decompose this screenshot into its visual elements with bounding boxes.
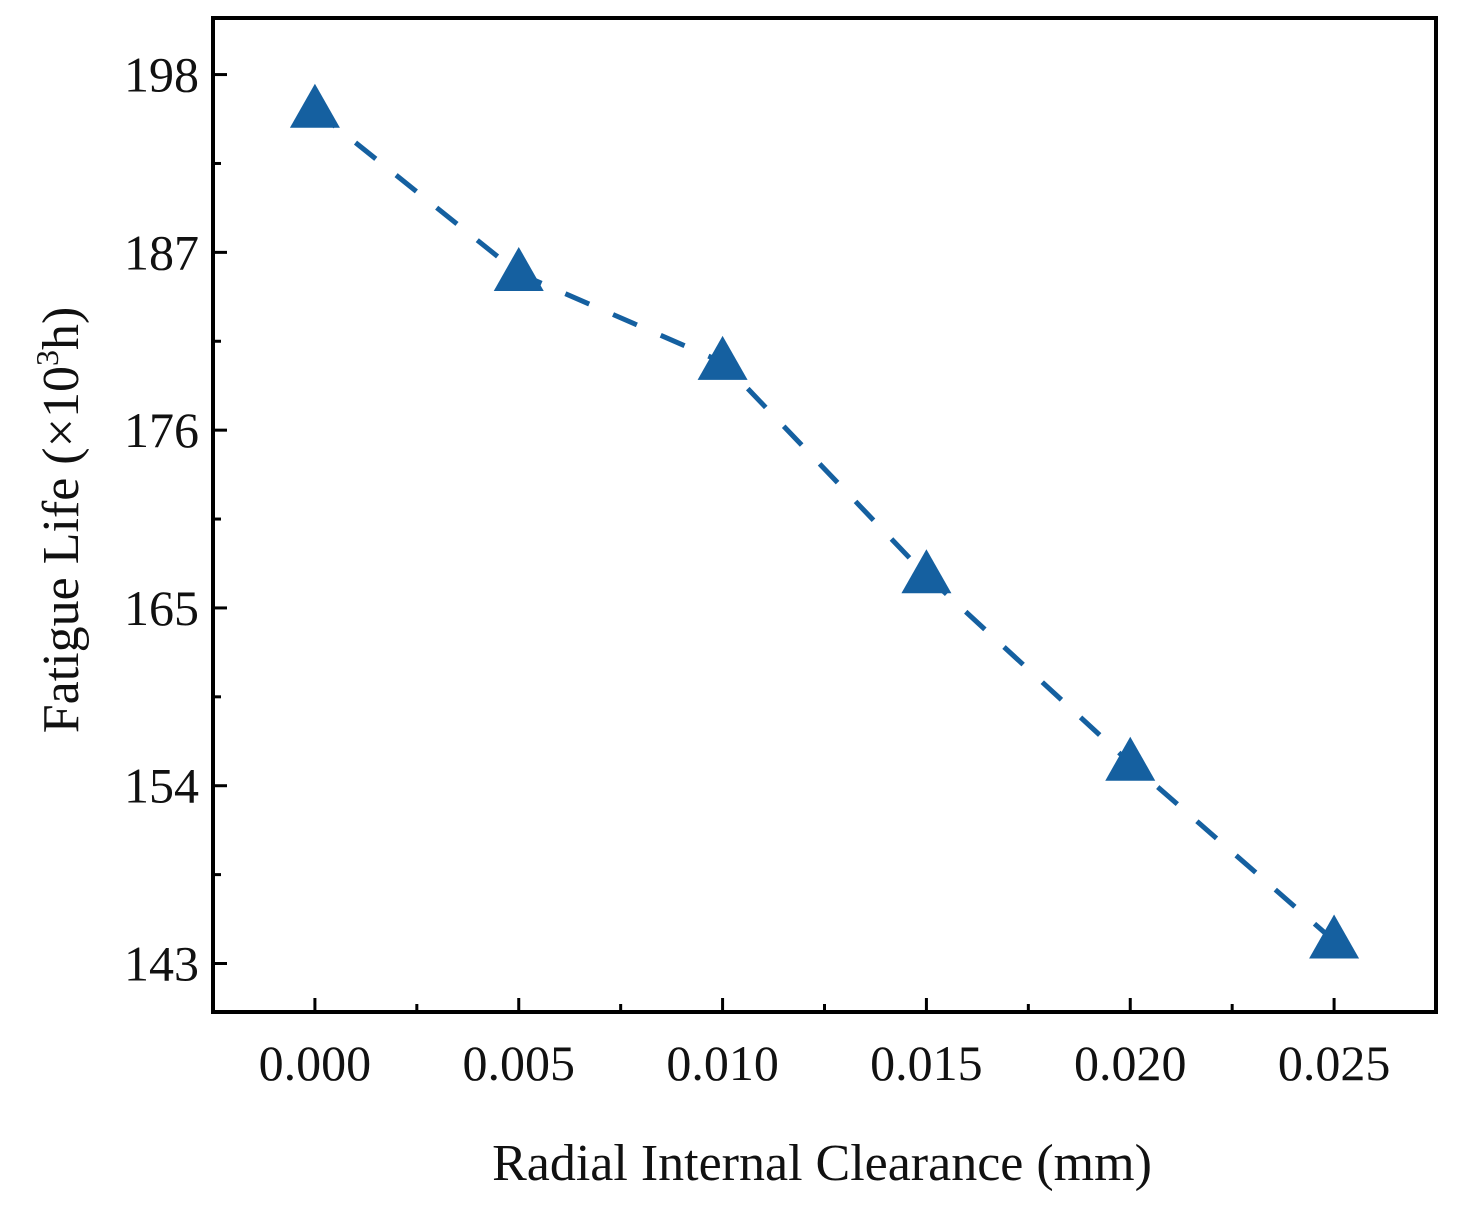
y-axis-label-main: Fatigue Life (×10 <box>33 366 90 733</box>
x-tick-label: 0.005 <box>463 1035 576 1091</box>
x-tick-label: 0.015 <box>870 1035 983 1091</box>
axis-ticks: 0.000 0.005 0.010 0.015 0.020 0.025 143 154 165 1… <box>124 47 1390 1091</box>
y-tick-label: 187 <box>124 224 199 280</box>
y-tick-label: 154 <box>124 758 199 814</box>
y-tick-label: 176 <box>124 402 199 458</box>
data-point-marker <box>1105 736 1156 781</box>
y-tick-label: 143 <box>124 936 199 992</box>
data-point-marker <box>901 549 952 594</box>
y-axis-label-superscript: 3 <box>29 350 65 366</box>
y-tick-label: 165 <box>124 580 199 636</box>
y-axis-label: Fatigue Life (×103h) <box>29 307 90 734</box>
x-tick-label: 0.000 <box>259 1035 372 1091</box>
y-tick-label: 198 <box>124 47 199 103</box>
data-point-marker <box>1309 914 1360 959</box>
plot-frame <box>211 16 1438 1014</box>
data-point-marker <box>289 83 340 128</box>
x-tick-label: 0.020 <box>1074 1035 1187 1091</box>
y-axis-label-tail: h) <box>33 307 90 350</box>
series-line <box>313 108 1336 943</box>
data-point-marker <box>697 335 748 380</box>
x-tick-label: 0.025 <box>1278 1035 1391 1091</box>
x-tick-label: 0.010 <box>666 1035 779 1091</box>
data-point-marker <box>493 246 544 291</box>
plot-area <box>211 16 1438 1014</box>
x-axis-label: Radial Internal Clearance (mm) <box>492 1135 1152 1192</box>
